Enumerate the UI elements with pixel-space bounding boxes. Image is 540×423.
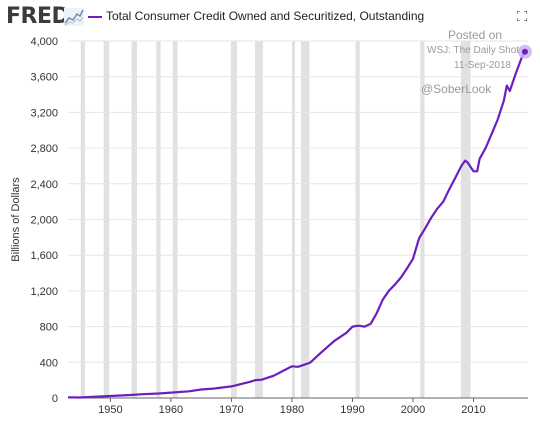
y-tick-label-4: 1,600 <box>30 250 58 262</box>
chart-title: Total Consumer Credit Owned and Securiti… <box>106 9 425 23</box>
legend-swatch <box>88 16 102 18</box>
x-tick-label-6: 2010 <box>461 404 485 416</box>
y-tick-label-5: 2,000 <box>30 215 58 227</box>
y-tick-label-2: 800 <box>40 322 58 334</box>
x-tick-label-5: 2000 <box>401 404 425 416</box>
y-tick-label-9: 3,600 <box>30 72 58 84</box>
line-chart-icon <box>64 8 84 26</box>
y-axis-label: Billions of Dollars <box>10 177 22 262</box>
x-tick-label-2: 1970 <box>219 404 243 416</box>
annotation-posted-on: Posted on <box>448 28 503 42</box>
y-tick-label-0: 0 <box>52 393 58 405</box>
x-tick-label-1: 1960 <box>159 404 183 416</box>
y-tick-label-7: 2,800 <box>30 143 58 155</box>
y-tick-label-1: 400 <box>40 357 58 369</box>
y-tick-label-3: 1,200 <box>30 286 58 298</box>
y-tick-label-6: 2,400 <box>30 179 58 191</box>
x-tick-label-0: 1950 <box>98 404 122 416</box>
annotation-date: 11-Sep-2018 <box>454 60 512 71</box>
annotation-handle: @SoberLook <box>421 82 492 96</box>
fred-logo: FRED <box>6 4 70 29</box>
y-tick-label-8: 3,200 <box>30 107 58 119</box>
y-tick-label-10: 4,000 <box>30 36 58 48</box>
series-line-0 <box>67 51 526 399</box>
annotation-source: WSJ: The Daily Shot <box>427 45 520 56</box>
x-tick-label-4: 1990 <box>340 404 364 416</box>
last-point-marker-0 <box>521 48 528 55</box>
chart-header: FRED Total Consumer Credit Owned and Sec… <box>0 0 540 34</box>
x-tick-label-3: 1980 <box>280 404 304 416</box>
